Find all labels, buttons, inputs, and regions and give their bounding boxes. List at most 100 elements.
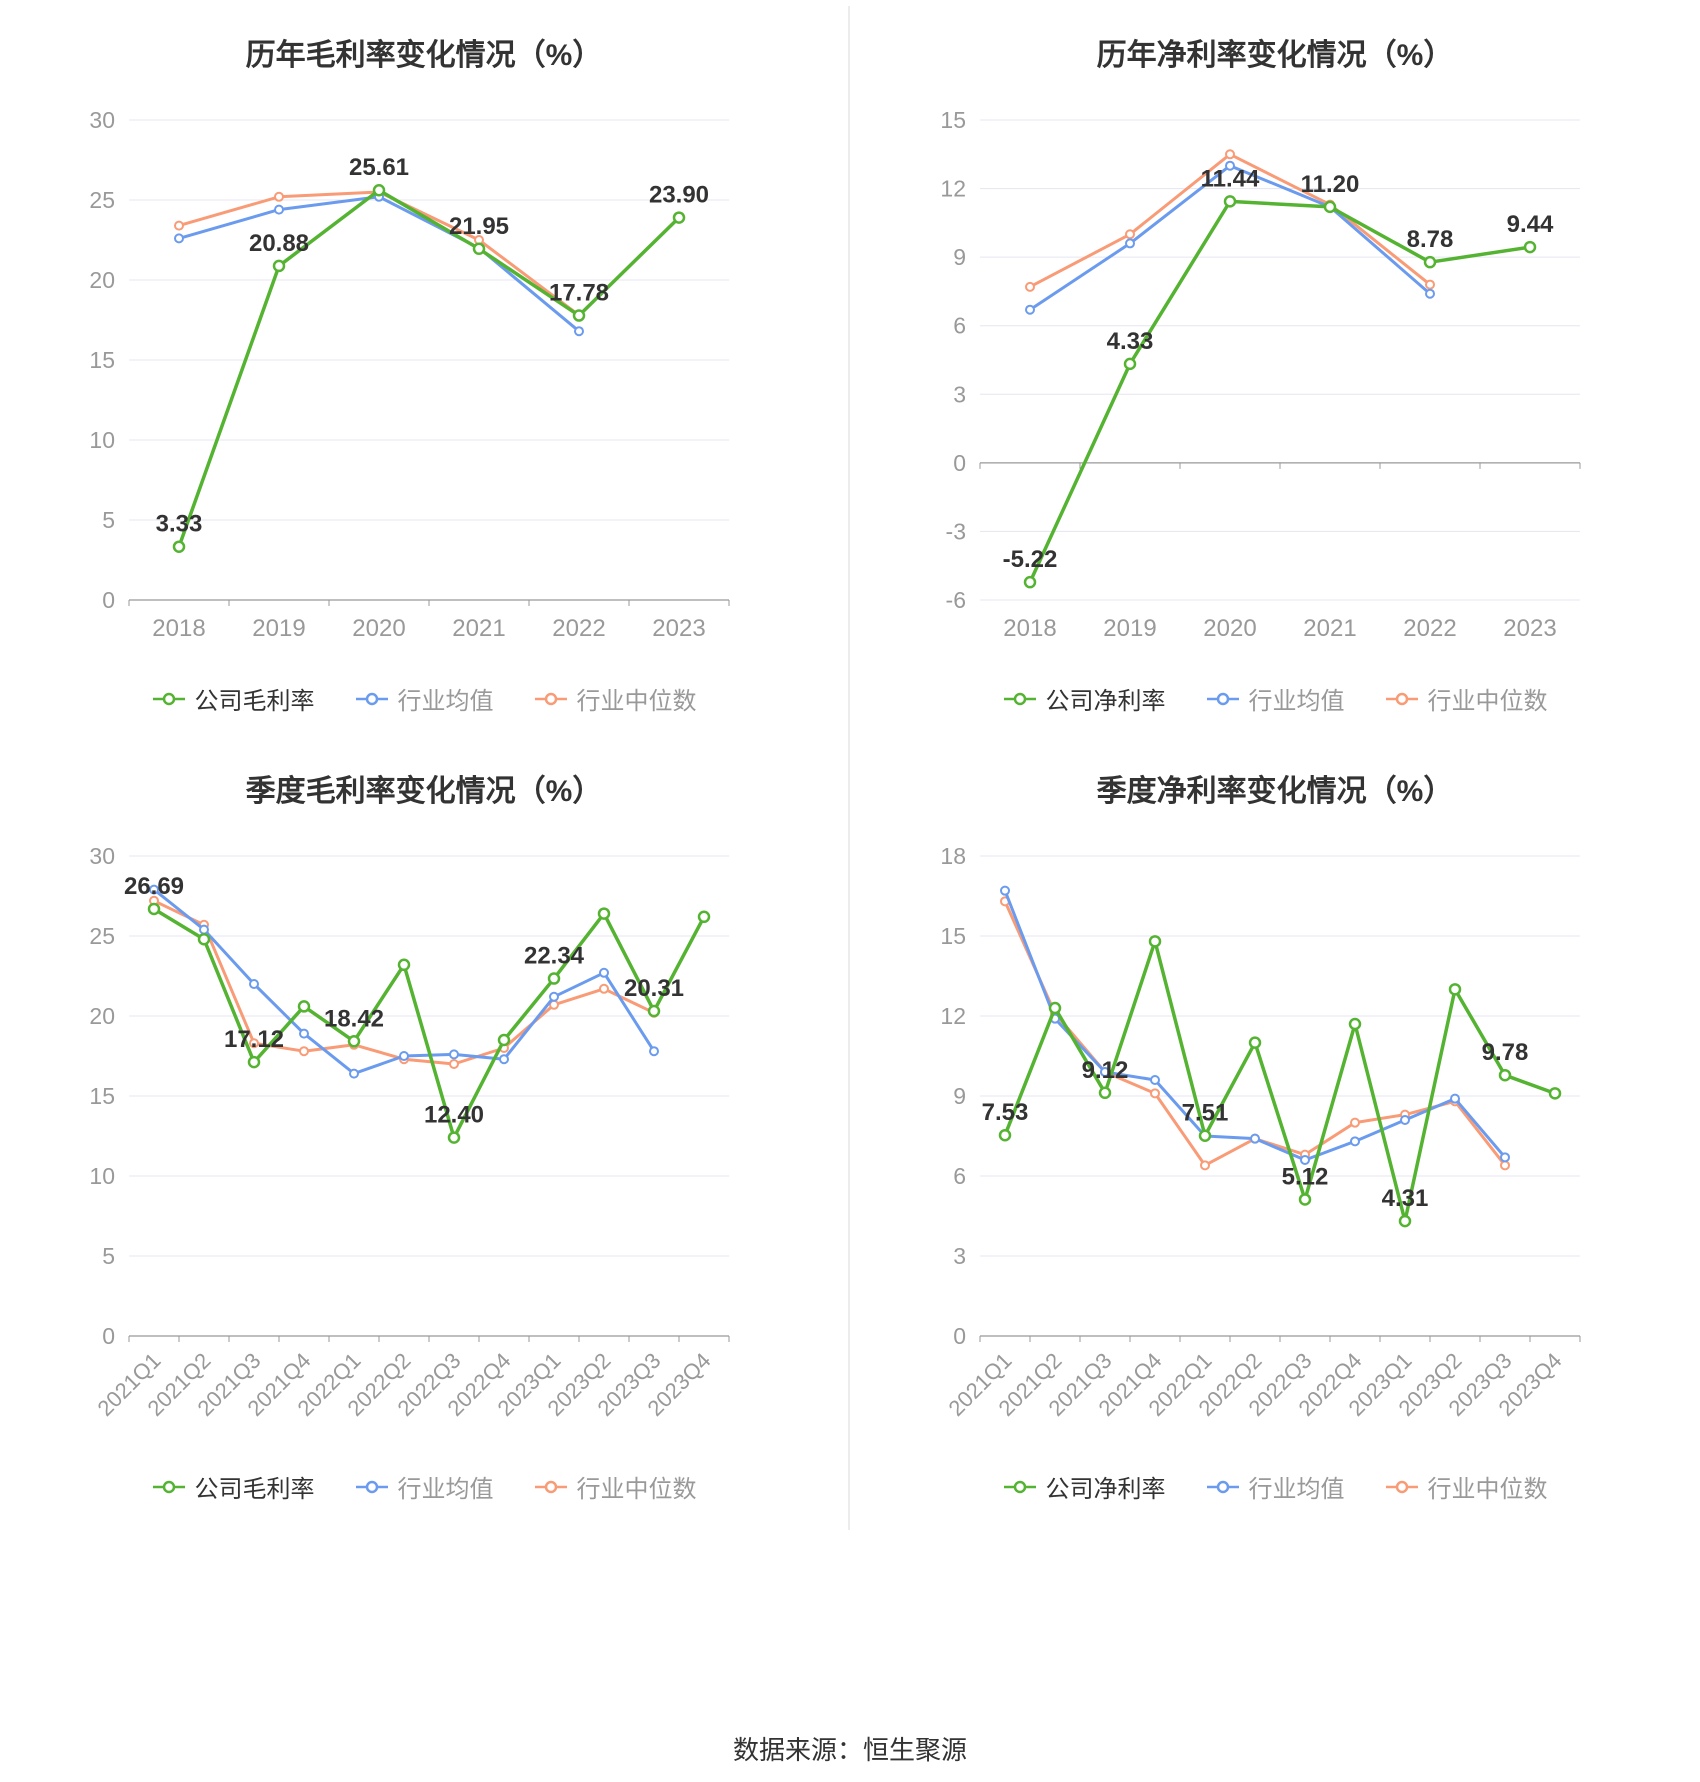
svg-text:9: 9 — [953, 1083, 966, 1109]
svg-text:22.34: 22.34 — [524, 943, 585, 970]
svg-text:4.31: 4.31 — [1382, 1185, 1429, 1212]
panel-quarterly-gross-margin: 季度毛利率变化情况（%） 0 5 10 15 20 25 30 2021Q1 2021Q2 202… — [0, 742, 850, 1530]
annual-gross-margin-chart: 0 5 10 15 20 25 30 2018 2019 2020 2021 2022 2023 3.33… — [89, 107, 730, 642]
svg-text:5: 5 — [102, 1243, 115, 1269]
svg-text:20.88: 20.88 — [249, 230, 309, 257]
line-marker-icon — [1003, 1480, 1036, 1493]
panel-annual-net-margin: 历年净利率变化情况（%） -6 -3 0 3 6 9 12 15 2018 2019 2020 202… — [850, 6, 1700, 742]
svg-text:4.33: 4.33 — [1107, 328, 1154, 355]
svg-text:12: 12 — [940, 1003, 966, 1029]
legend-label: 行业中位数 — [1427, 688, 1548, 715]
legend-item-company-series[interactable]: 公司净利率 — [1003, 681, 1166, 716]
svg-text:15: 15 — [89, 347, 115, 373]
svg-text:0: 0 — [953, 1323, 966, 1349]
svg-text:25.61: 25.61 — [349, 154, 409, 181]
svg-text:25: 25 — [89, 923, 115, 949]
line-marker-icon — [534, 1480, 567, 1493]
legend-label: 行业中位数 — [576, 1476, 697, 1503]
svg-text:2022: 2022 — [1403, 615, 1456, 642]
chart-title-annual-net-margin: 历年净利率变化情况（%） — [1096, 39, 1454, 72]
legend-label: 行业均值 — [1248, 688, 1345, 715]
legend-item-industry-median[interactable]: 行业中位数 — [534, 681, 697, 716]
svg-text:-5.22: -5.22 — [1003, 546, 1058, 573]
legend-label: 行业中位数 — [576, 688, 697, 715]
legend-item-company-series[interactable]: 公司毛利率 — [152, 1469, 315, 1504]
svg-text:9: 9 — [953, 244, 966, 270]
charts-grid: 历年毛利率变化情况（%） 0 5 10 15 20 25 30 2018 2019 2020 202… — [0, 6, 1700, 1530]
legend-item-company-series[interactable]: 公司毛利率 — [152, 681, 315, 716]
svg-text:17.12: 17.12 — [224, 1026, 284, 1053]
svg-text:2023: 2023 — [652, 615, 705, 642]
svg-text:17.78: 17.78 — [549, 280, 609, 307]
legend-label: 公司净利率 — [1045, 1476, 1166, 1503]
svg-text:2021: 2021 — [452, 615, 505, 642]
svg-text:20: 20 — [89, 1003, 115, 1029]
line-marker-icon — [1003, 692, 1036, 705]
quarterly-net-margin-chart: 03691215182021Q12021Q22021Q32021Q42022Q1… — [940, 843, 1581, 1421]
svg-text:3: 3 — [953, 1243, 966, 1269]
svg-text:26.69: 26.69 — [124, 873, 184, 900]
svg-text:8.78: 8.78 — [1407, 226, 1454, 253]
svg-text:20: 20 — [89, 267, 115, 293]
svg-text:9.78: 9.78 — [1482, 1039, 1529, 1066]
line-marker-icon — [355, 1480, 388, 1493]
legend-annual-net-margin: 公司净利率 行业均值 行业中位数 — [850, 681, 1700, 716]
line-marker-icon — [152, 692, 185, 705]
svg-text:7.51: 7.51 — [1182, 1100, 1229, 1127]
legend-label: 公司毛利率 — [194, 688, 315, 715]
svg-text:15: 15 — [940, 107, 966, 133]
svg-text:3.33: 3.33 — [156, 511, 203, 538]
svg-text:6: 6 — [953, 1163, 966, 1189]
svg-text:-6: -6 — [946, 587, 966, 613]
svg-text:3: 3 — [953, 381, 966, 407]
legend-item-industry-median[interactable]: 行业中位数 — [534, 1469, 697, 1504]
svg-text:15: 15 — [940, 923, 966, 949]
legend-label: 行业均值 — [397, 1476, 494, 1503]
chart-title-annual-gross-margin: 历年毛利率变化情况（%） — [245, 39, 603, 72]
legend-label: 行业中位数 — [1427, 1476, 1548, 1503]
data-source-note: 数据来源：恒生聚源 — [732, 1735, 967, 1765]
legend-label: 行业均值 — [1248, 1476, 1345, 1503]
svg-text:2022: 2022 — [552, 615, 605, 642]
svg-text:2019: 2019 — [252, 615, 305, 642]
svg-text:21.95: 21.95 — [449, 213, 509, 240]
svg-text:30: 30 — [89, 107, 115, 133]
legend-item-industry-median[interactable]: 行业中位数 — [1385, 681, 1548, 716]
legend-label: 公司净利率 — [1045, 688, 1166, 715]
line-marker-icon — [534, 692, 567, 705]
svg-text:2019: 2019 — [1103, 615, 1156, 642]
legend-item-industry-average[interactable]: 行业均值 — [355, 1469, 494, 1504]
chart-title-quarterly-net-margin: 季度净利率变化情况（%） — [1096, 775, 1454, 808]
panel-quarterly-net-margin: 季度净利率变化情况（%） 0 3 6 9 12 15 18 2021Q1 2021Q2 2021Q… — [850, 742, 1700, 1530]
annual-net-margin-chart: -6 -3 0 3 6 9 12 15 2018 2019 2020 2021 2022 2023 -5.2… — [940, 107, 1581, 642]
svg-text:18: 18 — [940, 843, 966, 869]
svg-text:5.12: 5.12 — [1282, 1163, 1329, 1190]
line-marker-icon — [152, 1480, 185, 1493]
svg-text:12.40: 12.40 — [424, 1102, 484, 1129]
legend-quarterly-net-margin: 公司净利率 行业均值 行业中位数 — [850, 1469, 1700, 1504]
line-marker-icon — [1385, 692, 1418, 705]
svg-text:6: 6 — [953, 313, 966, 339]
svg-text:15: 15 — [89, 1083, 115, 1109]
svg-text:11.20: 11.20 — [1301, 171, 1360, 198]
legend-label: 行业均值 — [397, 688, 494, 715]
svg-text:30: 30 — [89, 843, 115, 869]
legend-item-industry-average[interactable]: 行业均值 — [1206, 1469, 1345, 1504]
svg-text:25: 25 — [89, 187, 115, 213]
svg-text:11.44: 11.44 — [1201, 165, 1260, 192]
svg-text:0: 0 — [953, 450, 966, 476]
svg-text:10: 10 — [89, 427, 115, 453]
svg-text:2018: 2018 — [152, 615, 205, 642]
legend-item-company-series[interactable]: 公司净利率 — [1003, 1469, 1166, 1504]
svg-text:9.12: 9.12 — [1082, 1057, 1129, 1084]
svg-text:12: 12 — [940, 176, 966, 202]
svg-text:20.31: 20.31 — [624, 975, 684, 1002]
svg-text:0: 0 — [102, 1323, 115, 1349]
svg-text:-3: -3 — [946, 518, 966, 544]
legend-item-industry-average[interactable]: 行业均值 — [1206, 681, 1345, 716]
legend-item-industry-median[interactable]: 行业中位数 — [1385, 1469, 1548, 1504]
svg-text:10: 10 — [89, 1163, 115, 1189]
chart-title-quarterly-gross-margin: 季度毛利率变化情况（%） — [245, 775, 603, 808]
legend-item-industry-average[interactable]: 行业均值 — [355, 681, 494, 716]
